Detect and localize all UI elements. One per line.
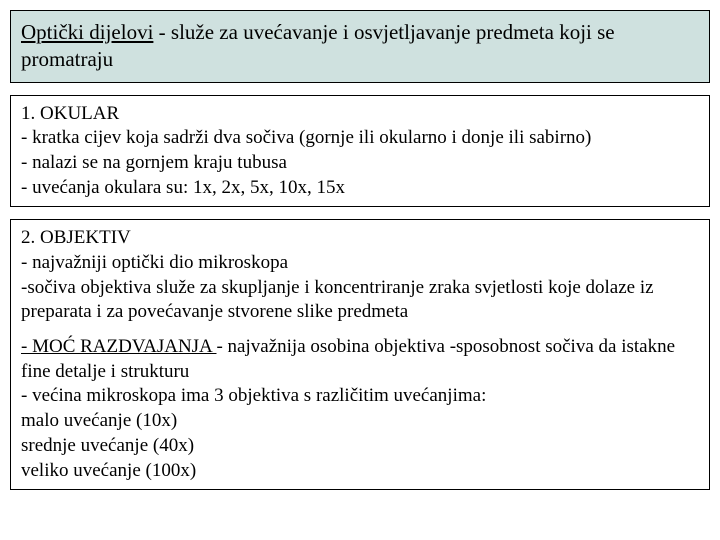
objektiv-s2-term-underlined: - MOĆ RAZDVAJANJA bbox=[21, 336, 216, 357]
objektiv-box: 2. OBJEKTIV - najvažniji optički dio mik… bbox=[10, 219, 710, 490]
objektiv-s2-line3: malo uvećanje (10x) bbox=[21, 409, 699, 434]
header-box: Optički dijelovi - služe za uvećavanje i… bbox=[10, 10, 710, 83]
objektiv-s2-line5: veliko uvećanje (100x) bbox=[21, 459, 699, 484]
objektiv-section1: 2. OBJEKTIV - najvažniji optički dio mik… bbox=[21, 226, 699, 325]
objektiv-section2: - MOĆ RAZDVAJANJA - najvažnija osobina o… bbox=[21, 335, 699, 483]
header-title-underlined: Optički dijelovi bbox=[21, 20, 153, 44]
objektiv-s1-line2: - najvažniji optički dio mikroskopa bbox=[21, 251, 699, 276]
objektiv-s2-line2: - većina mikroskopa ima 3 objektiva s ra… bbox=[21, 384, 699, 409]
objektiv-s1-line3: -sočiva objektiva služe za skupljanje i … bbox=[21, 276, 699, 325]
okular-line2: - kratka cijev koja sadrži dva sočiva (g… bbox=[21, 126, 699, 151]
okular-box: 1. OKULAR - kratka cijev koja sadrži dva… bbox=[10, 95, 710, 208]
okular-line3: - nalazi se na gornjem kraju tubusa bbox=[21, 151, 699, 176]
objektiv-s2-line4: srednje uvećanje (40x) bbox=[21, 434, 699, 459]
objektiv-s1-line1: 2. OBJEKTIV bbox=[21, 226, 699, 251]
objektiv-s2-line1: - MOĆ RAZDVAJANJA - najvažnija osobina o… bbox=[21, 335, 699, 384]
okular-line1: 1. OKULAR bbox=[21, 102, 699, 127]
okular-line4: - uvećanja okulara su: 1x, 2x, 5x, 10x, … bbox=[21, 176, 699, 201]
